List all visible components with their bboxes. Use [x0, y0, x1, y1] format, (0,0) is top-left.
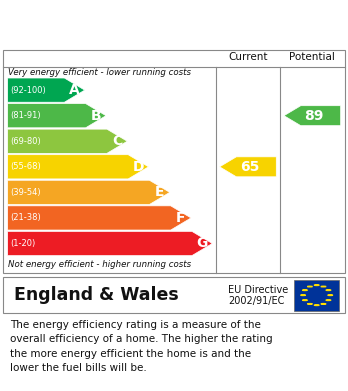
Text: Very energy efficient - lower running costs: Very energy efficient - lower running co…: [8, 68, 191, 77]
Polygon shape: [8, 180, 170, 204]
Circle shape: [308, 286, 313, 287]
Text: Not energy efficient - higher running costs: Not energy efficient - higher running co…: [8, 260, 191, 269]
Text: D: D: [133, 160, 144, 174]
Circle shape: [302, 290, 307, 291]
Text: Energy Efficiency Rating: Energy Efficiency Rating: [10, 16, 232, 31]
Text: (1-20): (1-20): [10, 239, 36, 248]
Circle shape: [321, 286, 326, 287]
Polygon shape: [8, 129, 127, 153]
Polygon shape: [284, 106, 341, 126]
Circle shape: [301, 295, 306, 296]
Text: (39-54): (39-54): [10, 188, 41, 197]
Text: G: G: [196, 237, 208, 251]
Polygon shape: [220, 157, 276, 177]
Text: E: E: [155, 185, 164, 199]
Text: C: C: [112, 134, 122, 148]
Circle shape: [321, 303, 326, 304]
Text: 65: 65: [240, 160, 259, 174]
Text: (69-80): (69-80): [10, 137, 41, 146]
Text: F: F: [176, 211, 185, 225]
Text: (92-100): (92-100): [10, 86, 46, 95]
Polygon shape: [8, 206, 191, 230]
Polygon shape: [8, 155, 149, 179]
Text: A: A: [69, 83, 80, 97]
Circle shape: [326, 290, 331, 291]
Circle shape: [308, 303, 313, 304]
Text: (55-68): (55-68): [10, 162, 41, 171]
Text: (21-38): (21-38): [10, 213, 41, 222]
Text: Potential: Potential: [290, 52, 335, 63]
Text: (81-91): (81-91): [10, 111, 41, 120]
Text: England & Wales: England & Wales: [14, 286, 179, 304]
Polygon shape: [8, 104, 106, 128]
Bar: [294, 280, 339, 311]
Text: 2002/91/EC: 2002/91/EC: [228, 296, 284, 306]
Polygon shape: [8, 231, 212, 256]
Text: The energy efficiency rating is a measure of the
overall efficiency of a home. T: The energy efficiency rating is a measur…: [10, 320, 273, 373]
Text: Current: Current: [228, 52, 268, 63]
Text: 89: 89: [304, 109, 324, 123]
Circle shape: [328, 295, 333, 296]
Polygon shape: [8, 78, 85, 102]
Text: EU Directive: EU Directive: [228, 285, 288, 295]
Text: B: B: [90, 109, 101, 123]
